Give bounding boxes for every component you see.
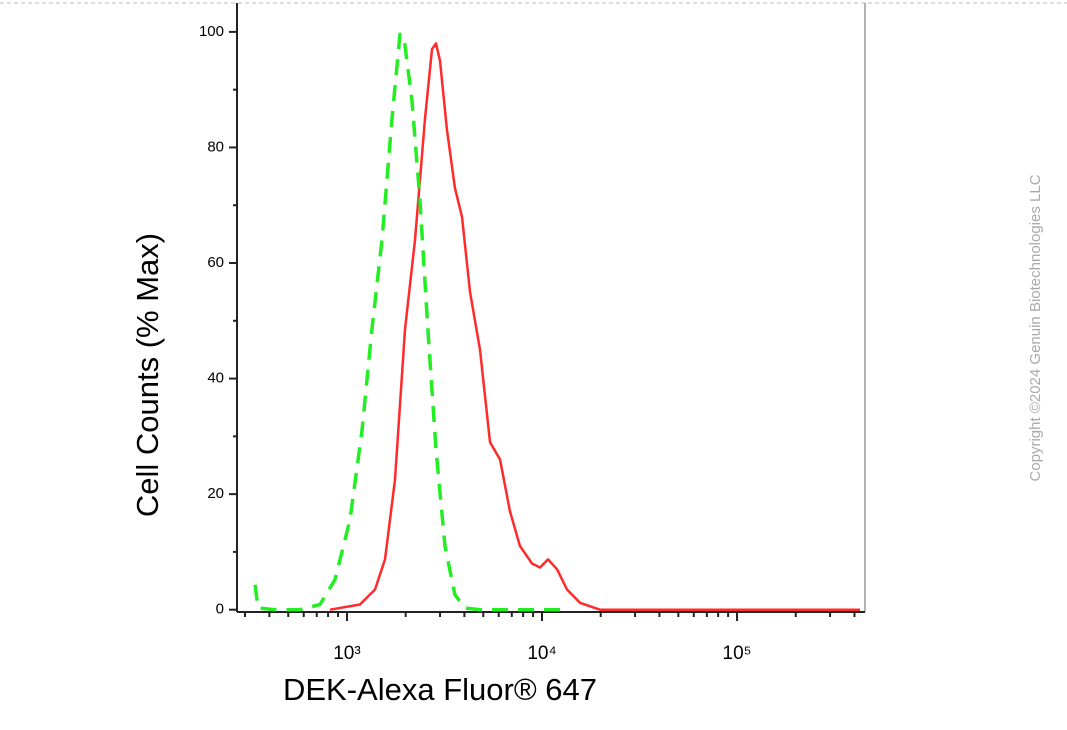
series-line [253, 32, 570, 612]
x-tick-label: 10⁴ [527, 643, 556, 664]
watermark: Copyright ©2024 Genuin Biotechnologies L… [1027, 174, 1044, 481]
series-line [329, 42, 860, 611]
y-tick-label: 40 [207, 370, 224, 387]
x-tick-label: 10⁵ [723, 643, 752, 664]
y-tick-label: 20 [207, 485, 224, 502]
x-axis-label: DEK-Alexa Fluor® 647 [283, 672, 597, 707]
y-tick-label: 80 [207, 138, 224, 155]
y-tick-label: 0 [216, 601, 224, 618]
y-axis-label: Cell Counts (% Max) [130, 233, 165, 517]
x-tick-label: 10³ [333, 643, 360, 664]
y-tick-label: 100 [199, 23, 224, 40]
y-tick-label: 60 [207, 254, 224, 271]
